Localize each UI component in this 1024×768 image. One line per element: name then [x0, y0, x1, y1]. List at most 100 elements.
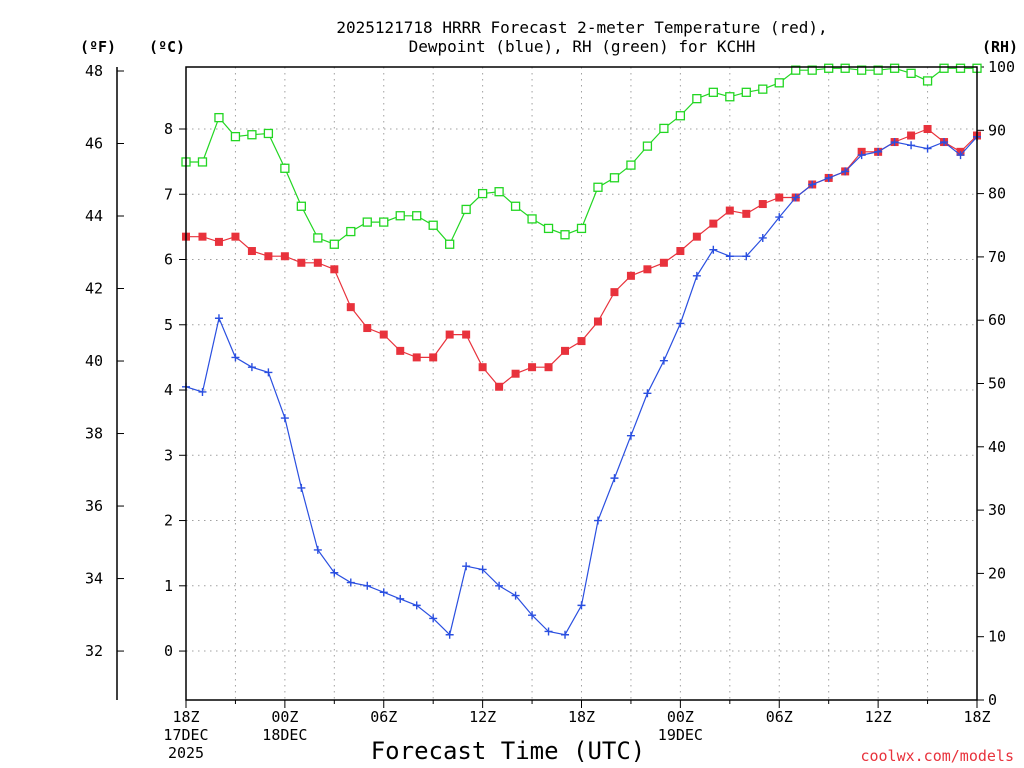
x-tick-label: 06Z [766, 708, 793, 726]
dewpoint-point [742, 252, 751, 261]
dewpoint-point [676, 319, 685, 328]
fahrenheit-tick-label: 32 [85, 642, 103, 660]
celsius-tick-label: 6 [164, 251, 173, 269]
dewpoint-point [297, 483, 306, 492]
dewpoint-point [231, 353, 240, 362]
temperature-point [264, 252, 273, 261]
temperature-point [742, 209, 751, 218]
rh-tick-label: 90 [988, 121, 1006, 139]
temperature-line [186, 128, 978, 388]
dewpoint-point [247, 363, 256, 372]
dewpoint-point [264, 368, 273, 377]
dewpoint-point [643, 389, 652, 398]
temperature-point [396, 346, 405, 355]
x-tick-label: 19DEC [658, 726, 703, 744]
fahrenheit-tick-label: 40 [85, 352, 103, 370]
rh-point [494, 187, 504, 197]
dewpoint-point [429, 614, 438, 623]
dewpoint-point [346, 578, 355, 587]
dewpoint-point [824, 173, 833, 182]
dewpoint-point [659, 356, 668, 365]
rh-point [543, 223, 554, 234]
temperature-point [495, 382, 504, 391]
rh-point [642, 141, 653, 151]
rh-point [939, 63, 949, 73]
rh-point [725, 92, 735, 102]
x-tick-label: 00Z [271, 708, 298, 726]
dewpoint-point [626, 431, 635, 440]
dewpoint-point [363, 581, 372, 590]
dewpoint-point [593, 516, 602, 525]
temperature-point [379, 330, 388, 339]
celsius-tick-label: 5 [164, 316, 173, 334]
series-rh [181, 63, 982, 249]
chart-title-line2: Dewpoint (blue), RH (green) for KCHH [409, 37, 756, 56]
dewpoint-point [940, 138, 949, 147]
rh-point [412, 211, 422, 221]
rh-point [329, 239, 339, 249]
dewpoint-point [396, 594, 405, 603]
dewpoint-point [528, 611, 537, 620]
dewpoint-point [791, 193, 800, 202]
x-tick-label: 2025 [168, 744, 204, 762]
rh-tick-label: 70 [988, 248, 1006, 266]
temperature-point [346, 303, 355, 312]
dewpoint-point [462, 562, 471, 571]
series-dewpoint [182, 132, 981, 639]
rh-tick-label: 30 [988, 501, 1006, 519]
rh-point [510, 201, 521, 211]
x-tick-label: 12Z [469, 708, 496, 726]
rh-point [593, 182, 603, 192]
rh-point [477, 188, 488, 199]
dewpoint-point [841, 167, 850, 176]
rh-point [230, 131, 241, 142]
dewpoint-point [808, 180, 817, 189]
rh-point [889, 63, 900, 73]
fahrenheit-tick-label: 46 [85, 134, 103, 152]
temperature-point [907, 131, 916, 140]
fahrenheit-tick-label: 36 [85, 497, 103, 515]
dewpoint-point [379, 588, 388, 597]
rh-point [692, 94, 702, 104]
dewpoint-point [890, 138, 899, 147]
rh-point [955, 63, 966, 73]
rh-point [362, 217, 372, 227]
celsius-tick-label: 2 [164, 512, 173, 530]
temperature-point [511, 369, 520, 378]
rh-point [576, 223, 587, 234]
rh-tick-label: 60 [988, 311, 1006, 329]
rh-point [708, 87, 718, 97]
credit-text: coolwx.com/models [860, 747, 1014, 765]
fahrenheit-tick-label: 44 [85, 207, 103, 225]
rh-tick-label: 0 [988, 691, 997, 709]
x-tick-label: 18DEC [262, 726, 307, 744]
temperature-point [313, 258, 322, 267]
rh-point [296, 201, 307, 211]
dewpoint-point [692, 271, 701, 280]
x-tick-label: 00Z [667, 708, 694, 726]
rh-point [197, 157, 208, 167]
dewpoint-point [775, 213, 784, 222]
dewpoint-point [330, 568, 339, 577]
dewpoint-point [725, 252, 734, 261]
rh-point [560, 230, 570, 240]
rh-point [840, 63, 850, 73]
rh-tick-label: 50 [988, 375, 1006, 393]
celsius-axis-unit: (ºC) [149, 38, 185, 56]
rh-point [824, 63, 834, 73]
dewpoint-point [495, 581, 504, 590]
celsius-tick-label: 8 [164, 120, 173, 138]
temperature-point [659, 258, 668, 267]
celsius-tick-label: 7 [164, 185, 173, 203]
dewpoint-point [544, 627, 553, 636]
dewpoint-point [561, 630, 570, 639]
celsius-tick-label: 4 [164, 381, 173, 399]
dewpoint-point [923, 144, 932, 153]
temperature-point [676, 247, 685, 256]
rh-point [626, 160, 636, 170]
temperature-point [363, 324, 372, 333]
rh-point [758, 84, 768, 94]
x-tick-label: 18Z [172, 708, 199, 726]
dewpoint-point [577, 601, 586, 610]
